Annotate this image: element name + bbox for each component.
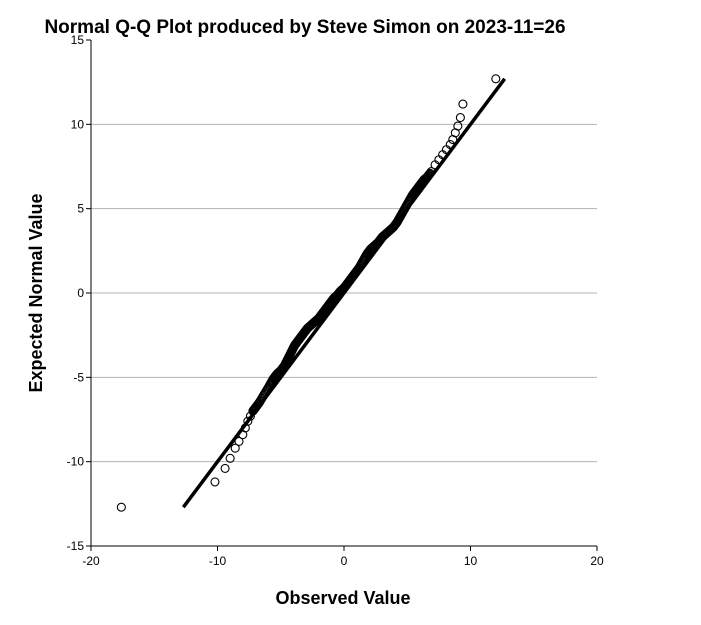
y-tick-label: -10 — [67, 455, 85, 469]
x-tick-label: 20 — [590, 554, 604, 568]
axis-ticks: -15 -10 -5 0 5 10 15 -20 -10 0 10 20 — [67, 33, 604, 568]
y-tick-label: 10 — [71, 117, 85, 131]
x-tick-label: -20 — [82, 554, 100, 568]
data-point — [458, 99, 468, 109]
y-axis-label: Expected Normal Value — [26, 193, 46, 392]
x-tick-label: 0 — [341, 554, 348, 568]
data-point — [424, 170, 434, 180]
y-tick-label: 5 — [77, 202, 84, 216]
data-points — [116, 74, 501, 512]
data-point — [243, 416, 253, 426]
y-tick-label: -15 — [67, 539, 85, 553]
data-point — [220, 463, 230, 473]
data-point — [453, 121, 463, 131]
data-point — [455, 113, 465, 123]
data-point — [225, 453, 235, 463]
y-tick-label: 15 — [71, 33, 85, 47]
y-tick-label: 0 — [77, 286, 84, 300]
data-point — [424, 169, 434, 179]
data-point — [230, 443, 240, 453]
data-point — [234, 436, 244, 446]
chart-title: Normal Q-Q Plot produced by Steve Simon … — [44, 17, 565, 38]
x-tick-label: 10 — [464, 554, 478, 568]
data-point — [210, 477, 220, 487]
data-point — [423, 171, 433, 181]
data-point — [445, 140, 455, 150]
data-point — [491, 74, 501, 84]
y-tick-label: -5 — [73, 370, 84, 384]
data-point — [425, 168, 435, 178]
x-axis-label: Observed Value — [275, 588, 410, 608]
data-point — [116, 502, 126, 512]
data-point — [252, 401, 262, 411]
x-tick-label: -10 — [209, 554, 227, 568]
